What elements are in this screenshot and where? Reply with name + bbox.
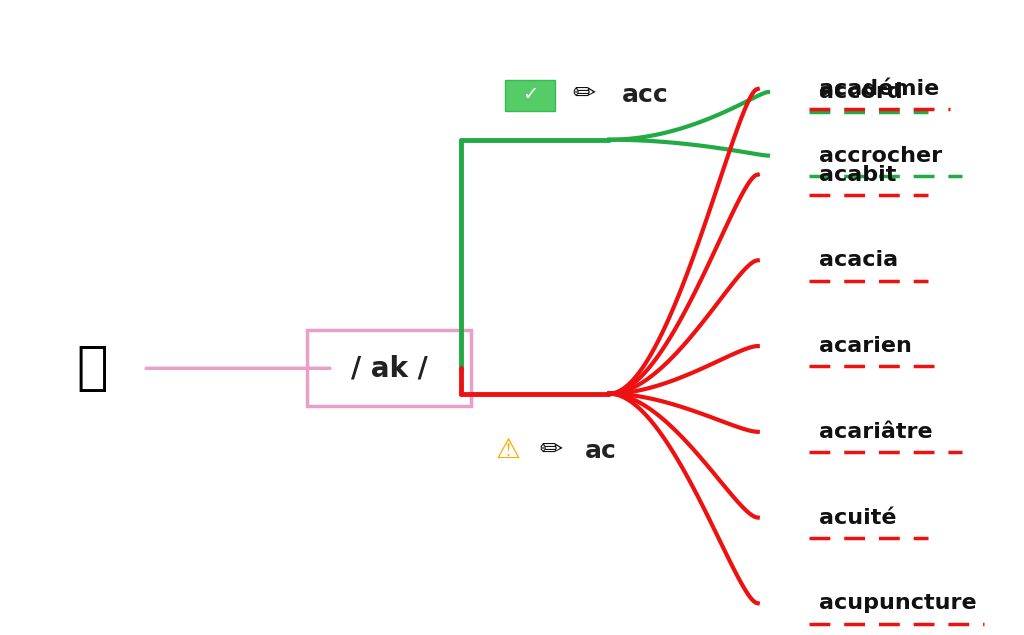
FancyBboxPatch shape bbox=[307, 330, 471, 406]
Text: ✏: ✏ bbox=[540, 436, 562, 464]
Text: acarien: acarien bbox=[819, 336, 912, 356]
Text: académie: académie bbox=[819, 79, 939, 99]
Text: 👂: 👂 bbox=[77, 342, 108, 394]
Text: acuité: acuité bbox=[819, 507, 897, 528]
FancyBboxPatch shape bbox=[505, 79, 555, 110]
Text: ac: ac bbox=[585, 439, 616, 463]
Text: acacia: acacia bbox=[819, 250, 898, 271]
Text: acc: acc bbox=[622, 83, 669, 107]
Text: ✏: ✏ bbox=[572, 80, 595, 108]
Text: acariâtre: acariâtre bbox=[819, 422, 933, 442]
Text: ✓: ✓ bbox=[522, 85, 538, 104]
Text: / ak /: / ak / bbox=[351, 354, 427, 382]
Text: acabit: acabit bbox=[819, 164, 897, 185]
Text: acupuncture: acupuncture bbox=[819, 593, 977, 613]
Text: accord: accord bbox=[819, 82, 903, 102]
Text: accrocher: accrocher bbox=[819, 145, 942, 166]
Text: ⚠: ⚠ bbox=[496, 436, 520, 464]
